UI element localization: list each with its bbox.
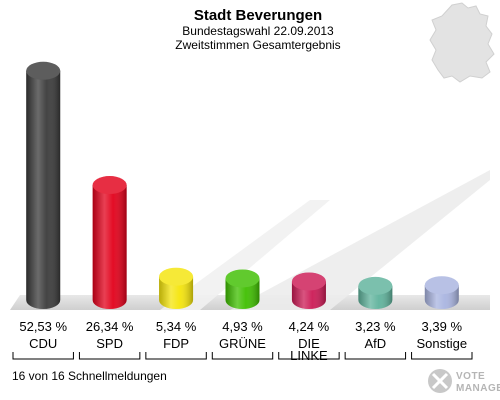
bar-top-highlight <box>159 267 194 286</box>
bar-top <box>291 272 326 291</box>
value-label-cdu: 52,53 % <box>19 319 67 334</box>
category-line: CDU <box>29 336 57 351</box>
category-bracket <box>278 352 340 360</box>
vote-manager-logo: VOTE MANAGER <box>428 369 500 394</box>
value-label-afd: 3,23 % <box>355 319 396 334</box>
bar-shading <box>26 70 61 309</box>
category-line: GRÜNE <box>219 336 266 351</box>
logo-text-vote: VOTE <box>456 371 485 382</box>
bar-top <box>424 276 459 295</box>
category-line: Sonstige <box>416 336 467 351</box>
value-label-spd: 26,34 % <box>86 319 134 334</box>
bar-cdu <box>26 61 61 309</box>
bar-fdp <box>159 267 194 309</box>
reports-status: 16 von 16 Schnellmeldungen <box>12 369 167 383</box>
bar-sonstige <box>424 276 459 309</box>
germany-map-icon <box>429 2 495 83</box>
chart-subtitle-type: Zweitstimmen Gesamtergebnis <box>175 38 340 52</box>
bar-top-highlight <box>225 269 260 288</box>
category-bracket <box>145 352 207 360</box>
category-line: SPD <box>96 336 123 351</box>
bar-top-highlight <box>26 61 61 80</box>
category-line: AfD <box>365 336 387 351</box>
bar-top-highlight <box>92 176 127 195</box>
bar-top-highlight <box>424 276 459 295</box>
bar-top <box>26 61 61 80</box>
category-bracket <box>411 352 473 360</box>
value-label-die-linke: 4,24 % <box>289 319 330 334</box>
category-label-fdp: FDP <box>163 336 189 351</box>
bar-gr-ne <box>225 269 260 309</box>
bar-die-linke <box>291 272 326 309</box>
category-label-gr-ne: GRÜNE <box>219 336 266 351</box>
labels-group: 52,53 % CDU 26,34 % SPD 5,34 % FDP 4,93 % GRÜNE… <box>12 319 473 363</box>
bar-top <box>358 276 393 295</box>
bar-top <box>225 269 260 288</box>
bar-spd <box>92 176 127 309</box>
chart-subtitle-date: Bundestagswahl 22.09.2013 <box>182 24 334 38</box>
chart-title: Stadt Beverungen <box>194 7 322 24</box>
bar-top <box>159 267 194 286</box>
category-bracket <box>344 352 407 360</box>
bar-afd <box>358 276 393 309</box>
category-bracket <box>211 352 274 360</box>
ballot-cross-icon <box>428 369 452 393</box>
category-line: DIE <box>298 336 320 351</box>
bars-group <box>26 61 459 309</box>
bar-shading <box>92 185 127 309</box>
category-line: FDP <box>163 336 189 351</box>
category-bracket <box>78 352 141 360</box>
category-label-sonstige: Sonstige <box>416 336 467 351</box>
bar-top <box>92 176 127 195</box>
value-label-fdp: 5,34 % <box>156 319 197 334</box>
value-label-gr-ne: 4,93 % <box>222 319 263 334</box>
bar-shading <box>159 276 194 309</box>
category-label-cdu: CDU <box>29 336 57 351</box>
category-bracket <box>12 352 74 360</box>
bar-top-highlight <box>291 272 326 291</box>
category-label-spd: SPD <box>96 336 123 351</box>
category-line: LINKE <box>290 348 328 363</box>
value-label-sonstige: 3,39 % <box>422 319 463 334</box>
bar-top-highlight <box>358 276 393 295</box>
category-label-afd: AfD <box>365 336 387 351</box>
logo-text-manager: MANAGER <box>456 383 500 394</box>
